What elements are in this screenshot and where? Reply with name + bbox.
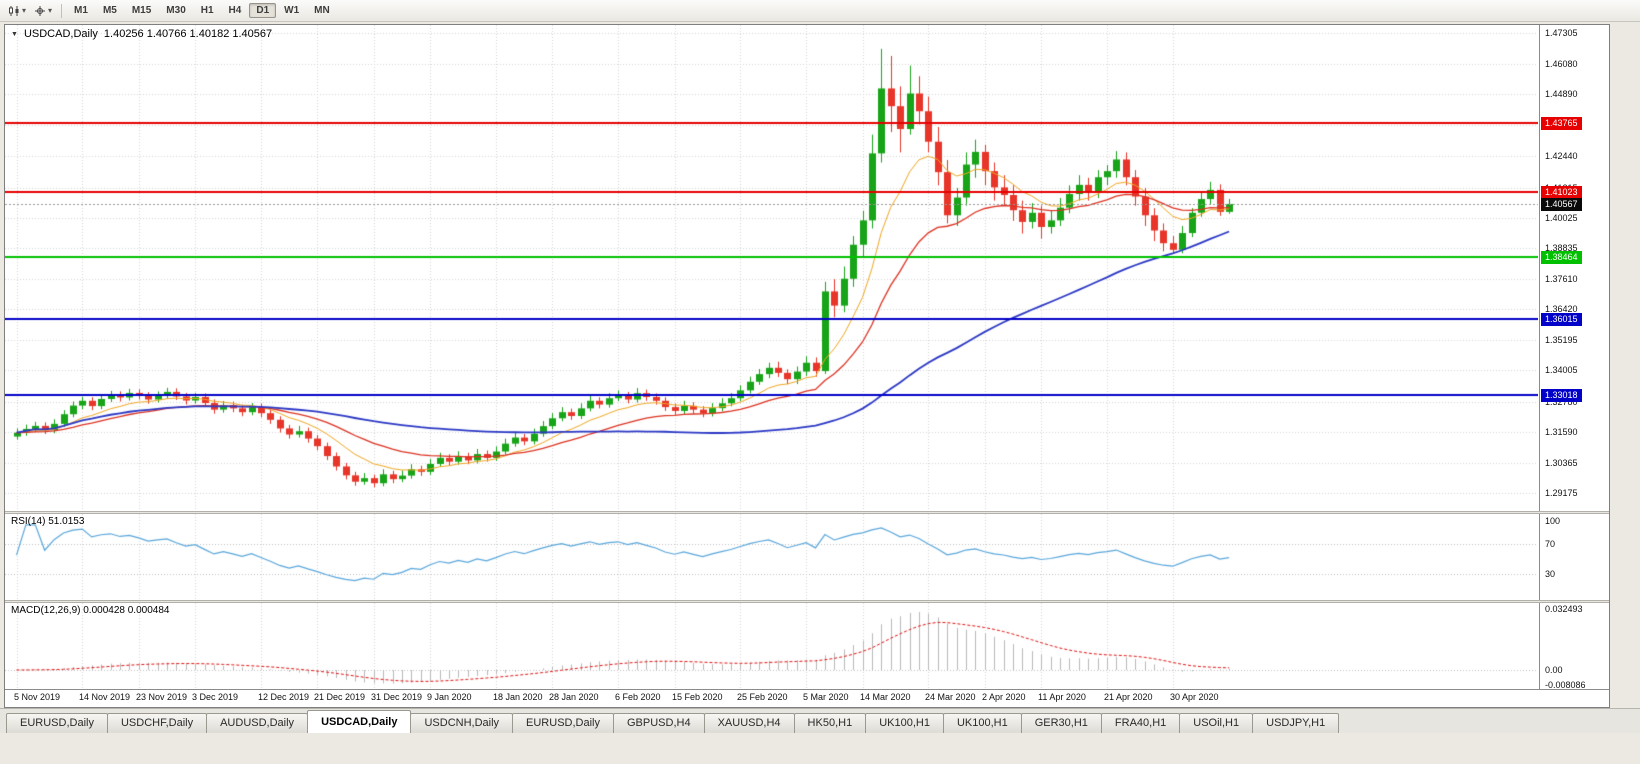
price-tick-label: 1.35195 — [1545, 335, 1578, 345]
timeframe-bar: M1 M5 M15 M30 H1 H4 D1 W1 MN — [67, 3, 337, 18]
chart-title: ▼ USDCAD,Daily 1.40256 1.40766 1.40182 1… — [11, 28, 272, 40]
chart-tab-audusd-daily[interactable]: AUDUSD,Daily — [206, 713, 309, 733]
chart-tab-usdcnh-daily[interactable]: USDCNH,Daily — [410, 713, 514, 733]
dropdown-arrow-icon: ▾ — [48, 5, 53, 15]
date-label: 23 Nov 2019 — [136, 692, 188, 702]
rsi-level-label: 100 — [1545, 516, 1561, 526]
timeframe-button-d1[interactable]: D1 — [249, 3, 277, 18]
date-label: 30 Apr 2020 — [1170, 692, 1219, 702]
pane-splitter[interactable] — [5, 511, 1609, 514]
hline-price-badge: 1.38464 — [1541, 251, 1582, 264]
date-label: 21 Dec 2019 — [314, 692, 366, 702]
main-chart-canvas[interactable] — [5, 25, 1538, 511]
price-tick-label: 1.32780 — [1545, 397, 1578, 407]
date-label: 28 Jan 2020 — [549, 692, 599, 702]
current-price-badge: 1.40567 — [1541, 198, 1582, 211]
date-label: 25 Feb 2020 — [737, 692, 788, 702]
date-label: 15 Feb 2020 — [672, 692, 723, 702]
price-tick-label: 1.30365 — [1545, 458, 1578, 468]
dropdown-arrow-icon: ▾ — [22, 5, 27, 15]
price-tick-label: 1.44890 — [1545, 89, 1578, 99]
date-label: 9 Jan 2020 — [427, 692, 472, 702]
price-tick-label: 1.34005 — [1545, 365, 1578, 375]
price-tick-label: 1.46080 — [1545, 59, 1578, 69]
chart-symbol-period: USDCAD,Daily — [23, 28, 98, 40]
macd-canvas[interactable] — [5, 603, 1538, 689]
rsi-level-label: 30 — [1545, 569, 1556, 579]
chart-tab-uk100-h1[interactable]: UK100,H1 — [865, 713, 944, 733]
macd-level-label: -0.008086 — [1545, 680, 1586, 690]
rsi-canvas[interactable] — [5, 514, 1538, 600]
date-label: 3 Dec 2019 — [192, 692, 239, 702]
timeframe-button-m15[interactable]: M15 — [131, 5, 152, 16]
chart-symbol-dropdown-icon: ▼ — [11, 30, 18, 38]
date-label: 24 Mar 2020 — [925, 692, 976, 702]
chart-tab-usoil-h1[interactable]: USOil,H1 — [1179, 713, 1254, 733]
date-label: 14 Mar 2020 — [860, 692, 911, 702]
chart-tab-usdchf-daily[interactable]: USDCHF,Daily — [106, 713, 208, 733]
date-label: 2 Apr 2020 — [982, 692, 1026, 702]
chart-tab-bar: EURUSD,Daily USDCHF,Daily AUDUSD,Daily USDC… — [0, 708, 1640, 733]
price-tick-label: 1.36420 — [1545, 304, 1578, 314]
chart-tab-eurusd-daily[interactable]: EURUSD,Daily — [6, 713, 108, 733]
timeframe-button-w1[interactable]: W1 — [284, 5, 300, 16]
time-axis[interactable]: 5 Nov 2019 14 Nov 2019 23 Nov 2019 3 Dec 20… — [5, 689, 1609, 706]
chart-tab-usdcad-daily[interactable]: USDCAD,Daily — [307, 710, 412, 733]
timeframe-button-m1[interactable]: M1 — [74, 5, 88, 16]
date-label: 11 Apr 2020 — [1038, 692, 1086, 702]
hline-price-badge: 1.33018 — [1541, 389, 1582, 402]
price-tick-label: 1.38835 — [1545, 243, 1578, 253]
price-axis[interactable]: 1.473051.460801.448901.436651.424401.412… — [1539, 25, 1607, 705]
timeframe-button-h4[interactable]: H4 — [228, 5, 242, 16]
timeframe-button-mn[interactable]: MN — [314, 5, 330, 16]
date-label: 5 Mar 2020 — [803, 692, 849, 702]
date-label: 31 Dec 2019 — [371, 692, 423, 702]
rsi-level-label: 70 — [1545, 539, 1556, 549]
chart-ohlc-values: 1.40256 1.40766 1.40182 1.40567 — [103, 28, 273, 40]
date-label: 14 Nov 2019 — [79, 692, 131, 702]
chart-tab-fra40-h1[interactable]: FRA40,H1 — [1100, 713, 1181, 733]
price-tick-label: 1.37610 — [1545, 274, 1578, 284]
hline-price-badge: 1.41023 — [1541, 186, 1582, 199]
chart-tab-eurusd-daily[interactable]: EURUSD,Daily — [512, 713, 614, 733]
price-tick-label: 1.29175 — [1545, 488, 1578, 498]
toolbar-separator — [61, 3, 63, 18]
price-tick-label: 1.40025 — [1545, 213, 1578, 223]
date-label: 21 Apr 2020 — [1104, 692, 1153, 702]
macd-level-label: 0.032493 — [1545, 604, 1583, 614]
date-label: 12 Dec 2019 — [258, 692, 310, 702]
crosshair-icon — [35, 5, 46, 16]
chart-tab-ger30-h1[interactable]: GER30,H1 — [1020, 713, 1102, 733]
candlestick-chart-icon — [9, 5, 19, 16]
price-tick-label: 1.47305 — [1545, 28, 1578, 38]
date-label: 18 Jan 2020 — [493, 692, 543, 702]
timeframe-button-m5[interactable]: M5 — [102, 5, 117, 16]
chart-type-button[interactable]: ▾ — [4, 4, 30, 18]
price-tick-label: 1.42440 — [1545, 151, 1578, 161]
date-label: 6 Feb 2020 — [615, 692, 661, 702]
timeframe-button-h1[interactable]: H1 — [200, 5, 214, 16]
rsi-indicator-label: RSI(14) 51.0153 — [11, 516, 85, 527]
date-label: 5 Nov 2019 — [14, 692, 61, 702]
main-toolbar: ▾ ▾ M1 M5 M15 M30 H1 H4 D1 W1 MN — [0, 0, 1640, 22]
price-tick-label: 1.31590 — [1545, 427, 1578, 437]
chart-tab-usdjpy-h1[interactable]: USDJPY,H1 — [1252, 713, 1340, 733]
macd-level-label: 0.00 — [1545, 665, 1563, 675]
chart-tab-xauusd-h4[interactable]: XAUUSD,H4 — [703, 713, 795, 733]
hline-price-badge: 1.36015 — [1541, 313, 1582, 326]
crosshair-tool-button[interactable]: ▾ — [30, 4, 56, 18]
chart-window: ▼ USDCAD,Daily 1.40256 1.40766 1.40182 1… — [4, 24, 1610, 708]
chart-tab-gbpusd-h4[interactable]: GBPUSD,H4 — [613, 713, 705, 733]
chart-tab-hk50-h1[interactable]: HK50,H1 — [793, 713, 867, 733]
timeframe-button-m30[interactable]: M30 — [166, 5, 186, 16]
macd-indicator-label: MACD(12,26,9) 0.000428 0.000484 — [11, 605, 170, 616]
pane-splitter[interactable] — [5, 600, 1609, 603]
chart-tab-uk100-h1[interactable]: UK100,H1 — [942, 713, 1022, 733]
hline-price-badge: 1.43765 — [1541, 117, 1582, 130]
